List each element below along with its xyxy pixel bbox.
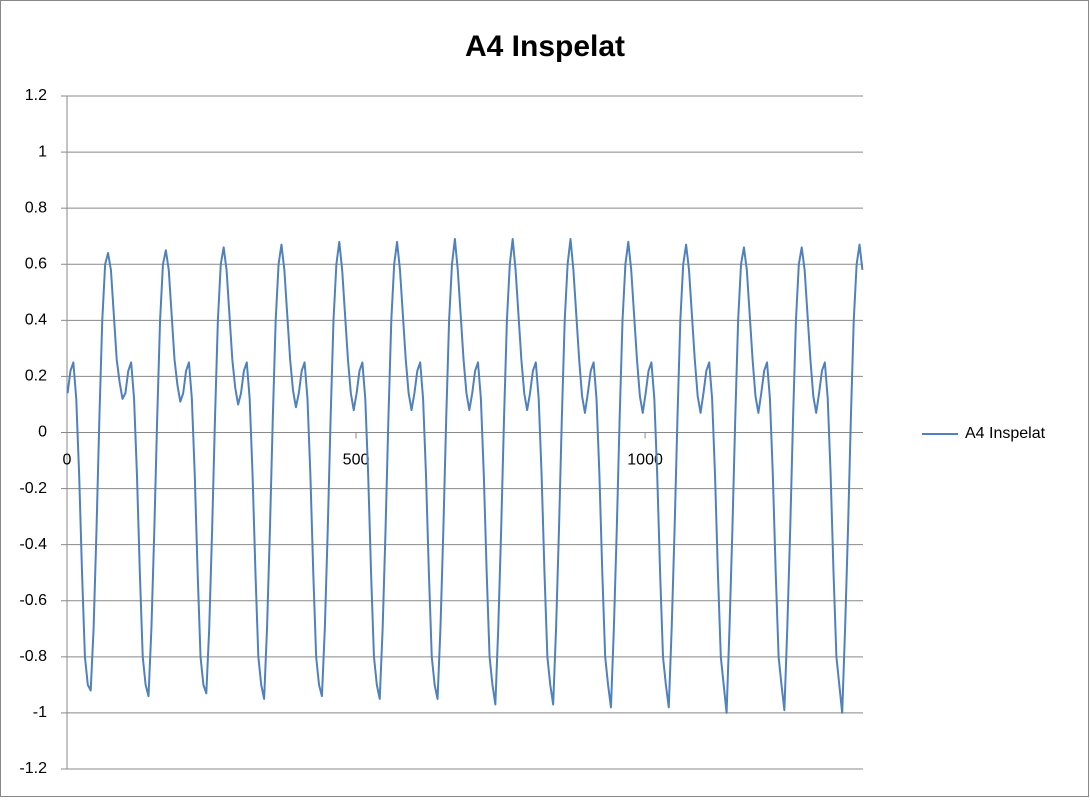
- y-tick-label: -1: [33, 704, 47, 721]
- y-tick-label: 0.2: [25, 368, 47, 385]
- y-tick-label: 0.6: [25, 255, 47, 272]
- y-tick-label: -0.8: [19, 648, 47, 665]
- y-tick-label: -0.6: [19, 592, 47, 609]
- x-tick-label: 1000: [627, 452, 663, 469]
- y-tick-label: -0.2: [19, 480, 47, 497]
- x-tick-label: 500: [343, 452, 370, 469]
- x-tick-label: 0: [63, 452, 72, 469]
- y-tick-label: 1: [38, 143, 47, 160]
- y-tick-label: 1.2: [25, 87, 47, 104]
- y-tick-label: 0: [38, 424, 47, 441]
- y-tick-label: 0.4: [25, 312, 47, 329]
- data-line: [66, 238, 864, 714]
- y-tick-label: 0.8: [25, 199, 47, 216]
- y-tick-label: -1.2: [19, 760, 47, 777]
- chart-title: A4 Inspelat: [465, 30, 625, 63]
- legend-label: A4 Inspelat: [965, 425, 1046, 442]
- y-tick-label: -0.4: [19, 536, 47, 553]
